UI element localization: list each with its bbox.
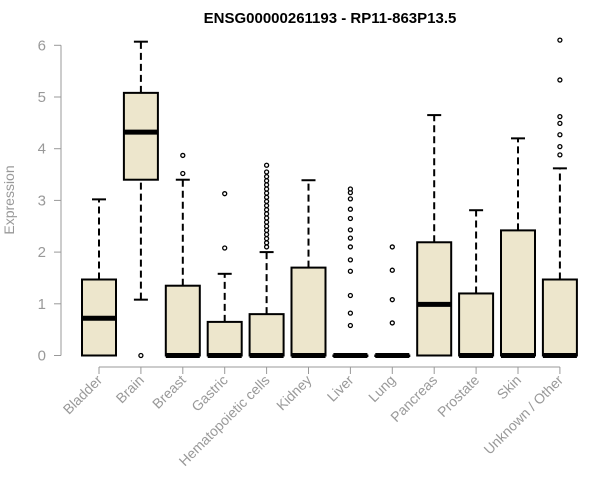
y-tick-label: 1 [38, 296, 46, 313]
x-tick-label: Breast [149, 372, 189, 412]
outlier-point [347, 310, 354, 316]
plot-area [81, 37, 578, 359]
outlier-point [389, 320, 395, 326]
box-bladder [81, 198, 117, 357]
x-tick-label: Prostate [434, 372, 482, 420]
x-tick-label: Unknown / Other [480, 372, 566, 458]
y-tick-label: 4 [38, 141, 46, 158]
outlier-point [347, 186, 354, 192]
outlier-point [263, 211, 270, 217]
outlier-point [347, 257, 354, 263]
outlier-point [263, 173, 270, 180]
outlier-point [138, 352, 144, 359]
outlier-point [389, 297, 395, 303]
box-gastric [206, 191, 243, 358]
box-hematopoietic-cells [248, 162, 285, 358]
box-iqr [248, 313, 285, 357]
outlier-point [557, 77, 563, 83]
outlier-point [347, 196, 354, 202]
outlier-point [557, 132, 563, 138]
outlier-point [347, 244, 354, 250]
y-axis-label: Expression [1, 165, 17, 234]
y-tick-label: 0 [38, 348, 46, 365]
outlier-point [263, 186, 270, 192]
outlier-point [222, 191, 228, 197]
outlier-point [263, 236, 270, 242]
box-skin [500, 137, 536, 358]
box-breast [164, 152, 201, 358]
box-iqr [541, 278, 578, 357]
box-kidney [290, 179, 327, 358]
box-iqr [122, 91, 159, 181]
box-iqr [206, 320, 243, 357]
outlier-point [222, 245, 228, 251]
outlier-point [263, 240, 270, 246]
y-tick-label: 2 [38, 244, 46, 261]
outlier-point [347, 206, 354, 212]
outlier-point [347, 227, 354, 233]
x-tick-label: Lung [365, 372, 398, 405]
outlier-point [389, 244, 395, 250]
box-unknown-other [541, 37, 578, 358]
outlier-point [263, 190, 270, 196]
outlier-point [263, 207, 270, 213]
outlier-point [347, 235, 354, 241]
y-tick-label: 5 [38, 89, 46, 106]
outlier-point [263, 198, 270, 205]
outlier-point [263, 223, 270, 229]
y-tick-label: 6 [38, 37, 46, 54]
outlier-point [347, 268, 354, 274]
outlier-point [347, 215, 354, 222]
outlier-point [263, 219, 270, 225]
outlier-point [557, 37, 563, 43]
outlier-point [347, 322, 354, 329]
outlier-point [557, 152, 563, 158]
x-tick-label: Pancreas [387, 372, 440, 425]
outlier-point [263, 227, 270, 234]
x-tick-label: Skin [494, 372, 525, 403]
outlier-point [557, 113, 563, 120]
box-brain [122, 40, 159, 359]
y-tick-label: 3 [38, 192, 46, 209]
box-liver [332, 186, 369, 358]
outlier-point [263, 244, 270, 250]
box-iqr [164, 284, 201, 357]
outlier-point [557, 143, 563, 150]
box-iqr [416, 241, 453, 357]
outlier-point [263, 162, 270, 168]
outlier-point [180, 152, 186, 159]
outlier-point [263, 178, 270, 184]
x-tick-label: Liver [324, 372, 357, 405]
x-tick-label: Bladder [60, 372, 106, 418]
box-iqr [458, 292, 495, 357]
outlier-point [347, 292, 354, 299]
outlier-point [263, 215, 270, 221]
x-tick-label: Kidney [273, 372, 315, 414]
box-pancreas [416, 114, 453, 357]
box-prostate [458, 209, 495, 358]
outlier-point [180, 170, 186, 177]
outlier-point [263, 202, 270, 209]
outlier-point [263, 231, 270, 238]
box-iqr [500, 229, 536, 357]
outlier-point [263, 194, 270, 200]
x-tick-label: Brain [113, 372, 147, 406]
box-lung [374, 244, 411, 358]
box-iqr [290, 266, 327, 357]
chart-title: ENSG00000261193 - RP11-863P13.5 [204, 10, 457, 27]
outlier-point [263, 169, 270, 175]
outlier-point [263, 182, 270, 188]
outlier-point [389, 267, 395, 273]
outlier-point [557, 120, 563, 127]
y-axis: 0 1 2 3 4 5 6 [38, 37, 62, 365]
